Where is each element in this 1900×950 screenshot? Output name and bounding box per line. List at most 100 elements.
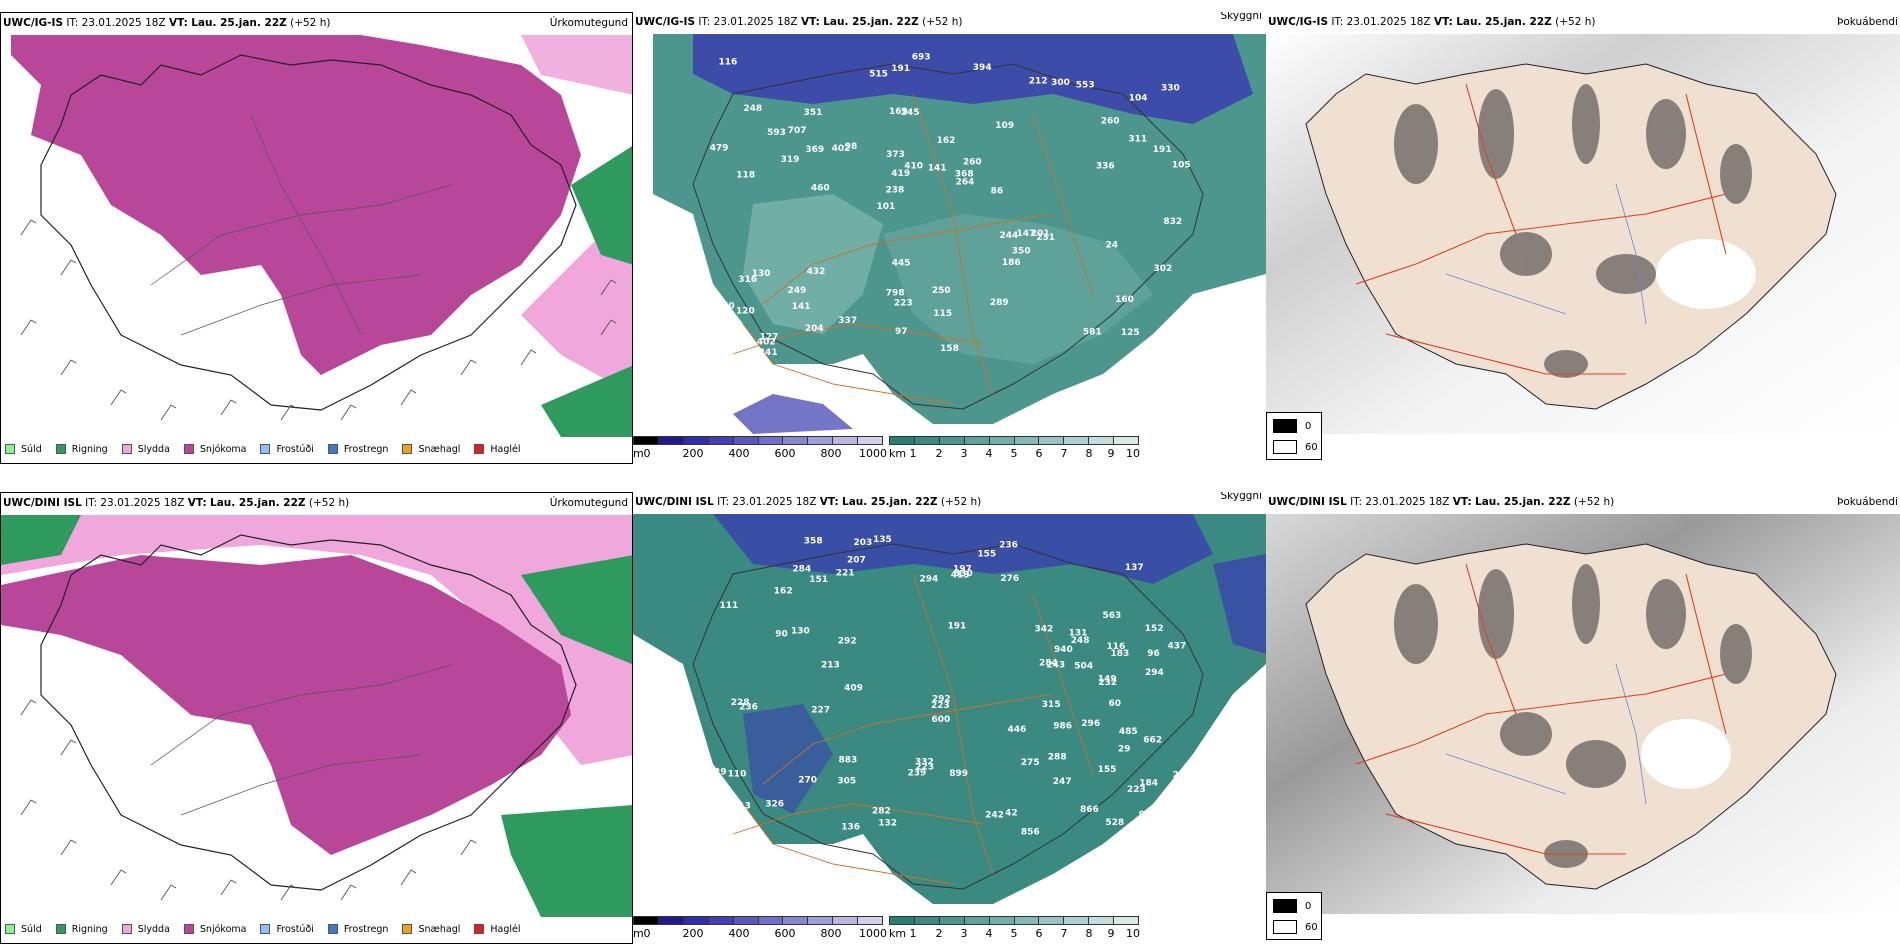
ceiling-value-label: 292 — [838, 636, 857, 646]
ceiling-value-label: 940 — [1054, 645, 1073, 655]
visibility-colorbar-bar — [889, 436, 1139, 445]
colorbar-segment — [1089, 917, 1115, 924]
legend-item-suld[interactable]: Súld — [5, 924, 42, 935]
fog-map — [1266, 514, 1900, 914]
ceiling-value-label: 883 — [839, 755, 858, 765]
ceiling-value-label: 301 — [1153, 822, 1172, 832]
legend-item-snaehagl[interactable]: Snæhagl — [402, 444, 460, 455]
legend-item-rigning[interactable]: Rigning — [55, 444, 108, 455]
ceiling-tick: 600 — [774, 927, 796, 940]
legend-swatch — [260, 924, 271, 934]
ceiling-tick: 800 — [820, 927, 842, 940]
ceiling-value-label: 270 — [798, 776, 817, 786]
ceiling-value-label: 120 — [736, 307, 755, 317]
ceiling-value-label: 135 — [873, 535, 892, 545]
panel-type-label: Úrkomutegund — [549, 17, 628, 29]
legend-swatch — [474, 444, 485, 454]
ceiling-value-label: 162 — [774, 587, 793, 597]
legend-item-rigning[interactable]: Rigning — [55, 924, 108, 935]
ceiling-tick: 400 — [728, 927, 750, 940]
legend-item-slydda[interactable]: Slydda — [121, 924, 170, 935]
ceiling-value-label: 410 — [904, 161, 923, 171]
ceiling-value-label: 191 — [948, 622, 967, 632]
ceiling-value-label: 118 — [736, 170, 755, 180]
ceiling-value-label: 212 — [1029, 77, 1048, 87]
ceiling-value-label: 197 — [953, 565, 972, 575]
ceiling-value-label: 186 — [1002, 258, 1021, 268]
legend-swatch — [327, 444, 338, 454]
fog-swatch — [1273, 920, 1297, 934]
ceiling-value-label: 693 — [912, 53, 931, 63]
visibility-tick: 3 — [960, 927, 968, 940]
ceiling-value-label: 236 — [999, 540, 1018, 550]
colorbar-segment — [783, 917, 809, 924]
ceiling-value-label: 204 — [805, 324, 824, 334]
ceiling-tick: 0 — [643, 447, 651, 460]
ceiling-tick: 0 — [643, 927, 651, 940]
ceiling-value-label: 437 — [1168, 641, 1187, 651]
ceiling-unit: m — [633, 927, 644, 940]
legend-item-frostudi[interactable]: Frostúði — [260, 444, 314, 455]
ceiling-value-label: 239 — [908, 769, 927, 779]
ceiling-value-label: 319 — [781, 155, 800, 165]
ceiling-value-label: 127 — [760, 333, 779, 343]
ceiling-value-label: 223 — [1127, 785, 1146, 795]
visibility-tick: 2 — [935, 447, 943, 460]
legend-swatch — [402, 924, 413, 934]
legend-item-frostregn[interactable]: Frostregn — [327, 444, 388, 455]
visibility-tick: 5 — [1010, 447, 1018, 460]
legend-item-haglel[interactable]: Haglél — [474, 444, 521, 455]
ceiling-value-label: 250 — [932, 286, 951, 296]
legend-item-frostudi[interactable]: Frostúði — [260, 924, 314, 935]
ceiling-value-label: 342 — [1035, 624, 1054, 634]
legend-item-suld[interactable]: Súld — [5, 444, 42, 455]
ceiling-value-label: 986 — [1053, 722, 1072, 732]
ceiling-value-label: 264 — [956, 178, 975, 188]
colorbar-segment — [890, 437, 915, 444]
ceiling-value-label: 528 — [1105, 818, 1124, 828]
colorbar-segment — [939, 437, 965, 444]
legend-item-snjokoma[interactable]: Snjókoma — [183, 924, 246, 935]
colorbar-segment — [1064, 917, 1090, 924]
ceiling-value-label: 445 — [892, 259, 911, 269]
ceiling-tick: 400 — [728, 447, 750, 460]
ceiling-unit: m — [633, 447, 644, 460]
panel-header: UWC/IG-IS IT: 23.01.2025 18Z VT: Lau. 25… — [1266, 12, 1900, 32]
visibility-tick: 2 — [935, 927, 943, 940]
ceiling-tick: 600 — [774, 447, 796, 460]
colorbar-segment — [733, 917, 759, 924]
ceiling-value-label: 245 — [901, 108, 920, 118]
colorbar-segment — [1114, 917, 1139, 924]
ceiling-value-label: 137 — [1125, 563, 1144, 573]
ceiling-value-label: 563 — [1103, 611, 1122, 621]
ceiling-value-label: 90 — [775, 629, 788, 639]
visibility-tick: 10 — [1126, 447, 1140, 460]
legend-item-snjokoma[interactable]: Snjókoma — [183, 444, 246, 455]
ceiling-value-label: 247 — [1053, 777, 1072, 787]
visibility-tick: 6 — [1035, 927, 1043, 940]
ceiling-value-label: 294 — [920, 575, 939, 585]
ceiling-value-label: 191 — [891, 64, 910, 74]
legend-swatch — [55, 444, 66, 454]
fog-map-svg — [1266, 514, 1900, 914]
legend-item-slydda[interactable]: Slydda — [121, 444, 170, 455]
legend-item-haglel[interactable]: Haglél — [474, 924, 521, 935]
ceiling-value-label: 149 — [1098, 675, 1117, 685]
legend-item-snaehagl[interactable]: Snæhagl — [402, 924, 460, 935]
panel-header: UWC/DINI ISL IT: 23.01.2025 18Z VT: Lau.… — [633, 492, 1266, 512]
ceiling-value-label: 336 — [1096, 162, 1115, 172]
legend-item-frostregn[interactable]: Frostregn — [327, 924, 388, 935]
ceiling-value-label: 125 — [1121, 328, 1140, 338]
ceiling-value-label: 284 — [792, 564, 811, 574]
visibility-tick: 1 — [909, 927, 917, 940]
ceiling-value-label: 241 — [759, 348, 778, 358]
ceiling-value-label: 236 — [739, 703, 758, 713]
colorbar-segment — [1039, 437, 1065, 444]
ceiling-colorbar: m 0 200 400 600 800 1000 — [633, 916, 887, 944]
visibility-tick: 4 — [985, 927, 993, 940]
colorbar-segment — [733, 437, 759, 444]
ceiling-value-label: 155 — [1098, 765, 1117, 775]
ceiling-tick: 200 — [682, 927, 704, 940]
precip-type-map — [1, 35, 632, 437]
visibility-map: 125 118 104 101 109 127 169 162 130 98 148 141 245 26… — [633, 34, 1266, 434]
